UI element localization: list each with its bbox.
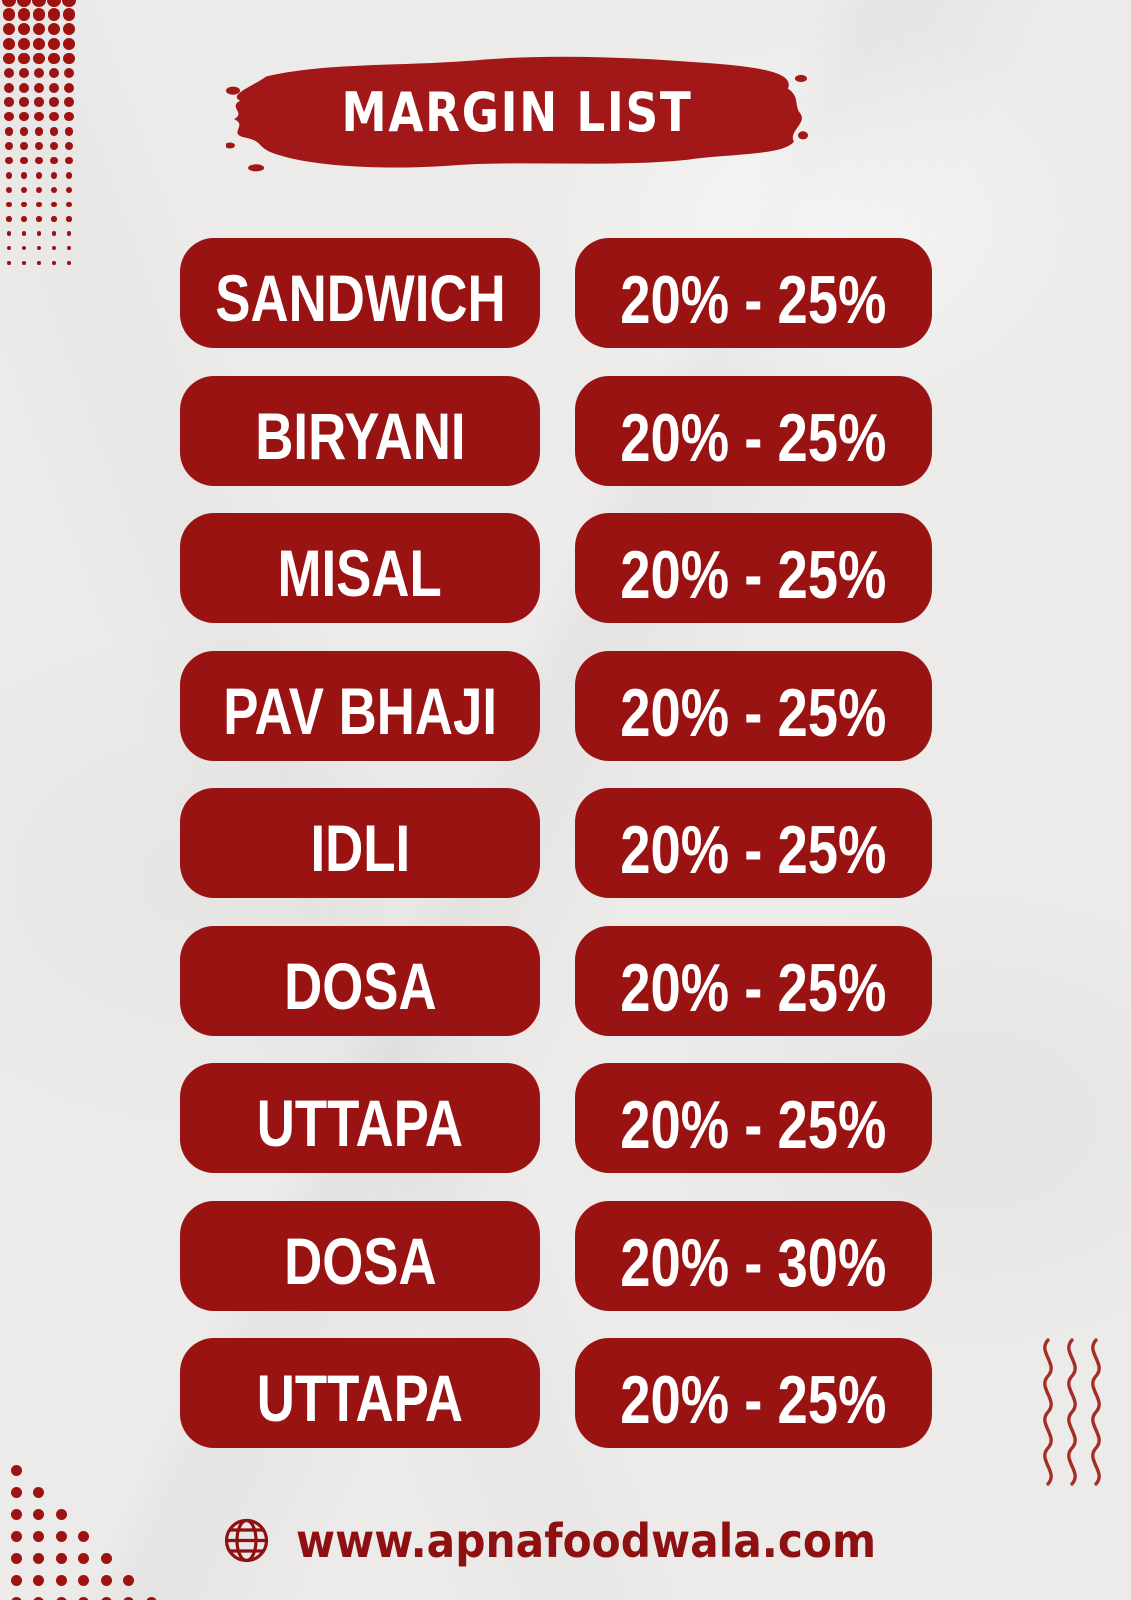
- margin-pill: 20% - 25%: [575, 788, 932, 898]
- item-label: DOSA: [283, 1223, 437, 1298]
- title-banner: MARGIN LIST: [226, 48, 808, 178]
- item-pill: DOSA: [180, 925, 540, 1036]
- margin-pill: 20% - 25%: [575, 925, 932, 1036]
- margin-pill: 20% - 25%: [575, 1338, 932, 1448]
- squiggle-lines-decoration: [1043, 1338, 1101, 1486]
- item-pill: BIRYANI: [180, 375, 540, 486]
- dot-triangle-decoration: [6, 1460, 226, 1600]
- item-label: UTTAPA: [256, 1086, 464, 1160]
- margin-row: BIRYANI 20% - 25%: [180, 375, 932, 486]
- margin-pill: 20% - 25%: [575, 375, 932, 486]
- brush-stroke: [226, 56, 808, 172]
- item-label: PAV BHAJI: [223, 673, 497, 748]
- item-pill: MISAL: [180, 513, 540, 623]
- page-title: MARGIN LIST: [341, 81, 693, 144]
- item-label: IDLI: [310, 811, 410, 885]
- item-label: UTTAPA: [256, 1361, 464, 1435]
- item-label: DOSA: [283, 948, 437, 1023]
- margin-value: 20% - 25%: [620, 1087, 887, 1163]
- margin-row: SANDWICH 20% - 25%: [180, 238, 932, 348]
- margin-value: 20% - 25%: [620, 399, 887, 476]
- margin-value: 20% - 25%: [620, 674, 887, 751]
- globe-icon: [224, 1518, 269, 1563]
- margin-row: DOSA 20% - 25%: [180, 925, 932, 1036]
- margin-value: 20% - 25%: [620, 1362, 887, 1438]
- margin-value: 20% - 25%: [620, 812, 887, 888]
- margin-value: 20% - 30%: [620, 1224, 887, 1301]
- margin-row: IDLI 20% - 25%: [180, 788, 932, 898]
- item-label: SANDWICH: [214, 261, 506, 335]
- margin-row: UTTAPA 20% - 25%: [180, 1338, 932, 1448]
- margin-value: 20% - 25%: [620, 537, 887, 613]
- item-pill: PAV BHAJI: [180, 650, 540, 761]
- margin-pill: 20% - 25%: [575, 238, 932, 348]
- margin-pill: 20% - 25%: [575, 1063, 932, 1173]
- margin-row: MISAL 20% - 25%: [180, 513, 932, 623]
- footer-website: www.apnafoodwala.com: [296, 1513, 877, 1568]
- margin-row: DOSA 20% - 30%: [180, 1200, 932, 1311]
- margin-row: UTTAPA 20% - 25%: [180, 1063, 932, 1173]
- margin-value: 20% - 25%: [620, 262, 887, 338]
- item-pill: UTTAPA: [180, 1338, 540, 1448]
- item-pill: UTTAPA: [180, 1063, 540, 1173]
- margin-table: SANDWICH 20% - 25% BIRYANI 20% - 25% MIS…: [180, 238, 932, 1476]
- dot-grid-decoration: [2, 0, 86, 285]
- margin-pill: 20% - 30%: [575, 1200, 932, 1311]
- item-label: BIRYANI: [254, 398, 466, 473]
- item-pill: DOSA: [180, 1200, 540, 1311]
- margin-pill: 20% - 25%: [575, 650, 932, 761]
- margin-value: 20% - 25%: [620, 949, 887, 1026]
- item-label: MISAL: [277, 536, 443, 610]
- item-pill: SANDWICH: [180, 238, 540, 348]
- item-pill: IDLI: [180, 788, 540, 898]
- margin-pill: 20% - 25%: [575, 513, 932, 623]
- footer: www.apnafoodwala.com: [222, 1516, 927, 1565]
- margin-row: PAV BHAJI 20% - 25%: [180, 650, 932, 761]
